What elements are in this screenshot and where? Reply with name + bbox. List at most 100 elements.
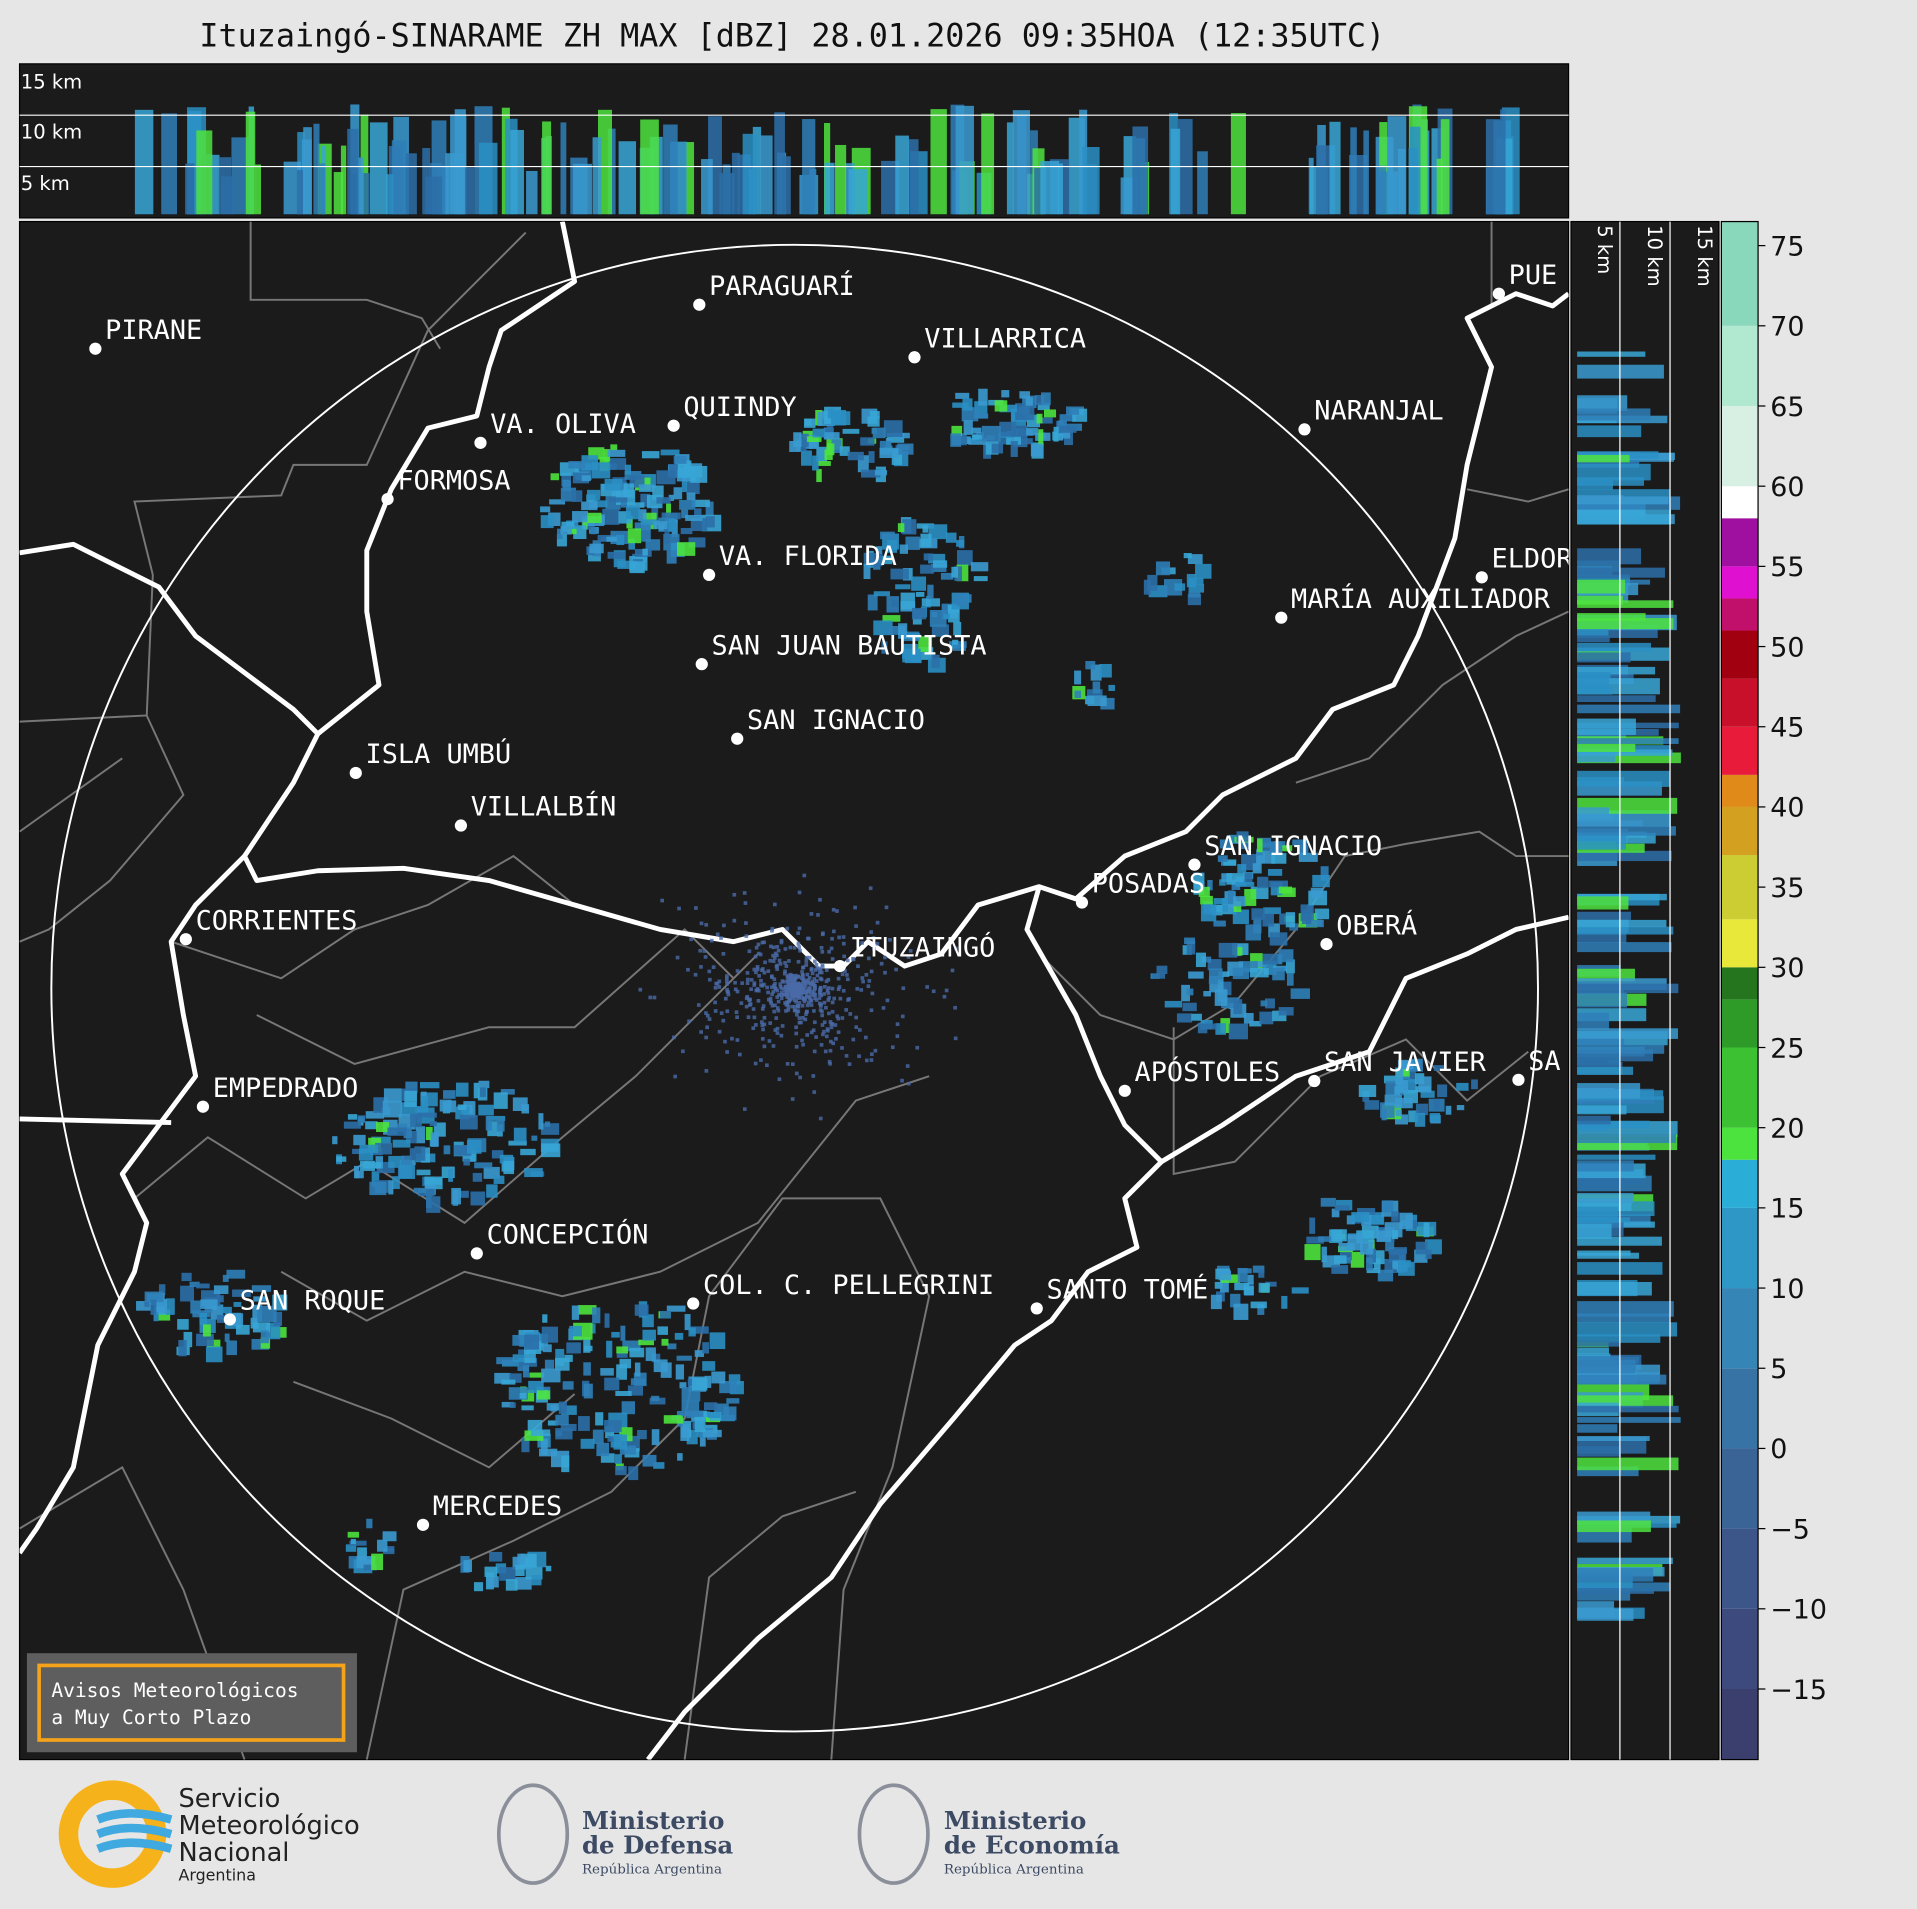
echo-cell bbox=[872, 427, 886, 439]
clutter bbox=[836, 1016, 841, 1021]
echo-cell bbox=[1221, 997, 1240, 1009]
clutter bbox=[835, 1014, 840, 1019]
echo-cell bbox=[1360, 1242, 1374, 1255]
echo-cell bbox=[688, 1327, 696, 1337]
clutter bbox=[812, 991, 816, 995]
clutter bbox=[717, 985, 722, 989]
echo-cell bbox=[500, 1089, 515, 1095]
profile-echo bbox=[303, 127, 312, 215]
clutter bbox=[785, 926, 790, 931]
echo-cell bbox=[1249, 968, 1269, 978]
echo-cell bbox=[371, 1136, 391, 1145]
echo-cell bbox=[816, 446, 828, 462]
clutter bbox=[776, 999, 781, 1004]
echo-cell bbox=[883, 420, 903, 438]
echo-cell bbox=[685, 515, 703, 521]
clutter bbox=[776, 948, 781, 953]
profile-echo bbox=[1577, 672, 1611, 679]
echo-cell bbox=[421, 1147, 431, 1163]
clutter bbox=[820, 1013, 825, 1018]
profile-echo bbox=[134, 109, 154, 215]
clutter bbox=[831, 907, 836, 912]
profile-echo bbox=[592, 137, 602, 215]
colorbar-tick-label: 60 bbox=[1770, 472, 1804, 503]
clutter bbox=[860, 941, 864, 945]
echo-cell bbox=[891, 600, 898, 607]
echo-cell bbox=[640, 524, 651, 542]
echo-cell bbox=[1015, 403, 1035, 421]
economia-logo: Ministerio de Economía República Argenti… bbox=[857, 1783, 1120, 1885]
echo-cell bbox=[1304, 1244, 1321, 1261]
echo-cell bbox=[154, 1298, 168, 1313]
clutter bbox=[745, 981, 750, 986]
profile-echo bbox=[1577, 1206, 1619, 1223]
city-label: ELDOR bbox=[1492, 544, 1574, 575]
echo-cell bbox=[1226, 873, 1244, 885]
echo-cell bbox=[1346, 1215, 1355, 1225]
echo-cell bbox=[1187, 554, 1203, 565]
colorbar-band bbox=[1721, 598, 1759, 631]
city-label: SAN JAVIER bbox=[1324, 1047, 1487, 1078]
clutter bbox=[797, 995, 802, 999]
profile-echo bbox=[1230, 113, 1246, 215]
warning-box[interactable] bbox=[26, 1653, 357, 1753]
clutter bbox=[788, 986, 792, 991]
echo-cell bbox=[873, 591, 891, 597]
clutter bbox=[796, 1004, 800, 1008]
clutter bbox=[784, 987, 789, 992]
city-label: VILLARRICA bbox=[924, 323, 1086, 354]
echo-cell bbox=[1176, 1013, 1193, 1023]
echo-cell bbox=[519, 1392, 527, 1399]
echo-cell bbox=[484, 1566, 498, 1577]
echo-cell bbox=[190, 1300, 201, 1314]
clutter bbox=[796, 959, 801, 964]
profile-echo bbox=[1577, 1417, 1681, 1423]
profile-echo bbox=[1577, 1446, 1621, 1457]
echo-cell bbox=[863, 552, 883, 567]
clutter bbox=[800, 983, 804, 988]
echo-cell bbox=[1152, 973, 1166, 979]
echo-cell bbox=[1164, 579, 1183, 596]
profile-echo bbox=[881, 160, 900, 215]
echo-cell bbox=[1053, 426, 1059, 442]
echo-cell bbox=[582, 519, 588, 530]
clutter bbox=[770, 1003, 775, 1008]
city-label: COL. C. PELLEGRINI bbox=[703, 1270, 994, 1301]
profile-echo bbox=[1132, 126, 1149, 215]
clutter bbox=[724, 976, 729, 981]
echo-cell bbox=[1147, 574, 1158, 591]
echo-cell bbox=[1181, 984, 1190, 1002]
city-dot bbox=[1308, 1074, 1321, 1088]
echo-cell bbox=[719, 1381, 737, 1394]
profile-echo bbox=[360, 114, 369, 215]
echo-cell bbox=[557, 528, 563, 539]
profile-echo bbox=[1577, 992, 1628, 1008]
city-label: MARÍA AUXILIADOR bbox=[1291, 583, 1551, 615]
echo-cell bbox=[345, 1544, 357, 1552]
clutter bbox=[803, 1017, 808, 1022]
clutter bbox=[744, 1004, 749, 1009]
echo-cell bbox=[521, 1437, 530, 1453]
clutter bbox=[751, 1026, 756, 1031]
clutter bbox=[840, 1016, 845, 1020]
echo-cell bbox=[951, 566, 959, 578]
map: PIRANE PARAGUARÍ VILLARRICA VA. OLIVA QUIIND… bbox=[19, 221, 1574, 1760]
clutter bbox=[812, 1090, 817, 1094]
logo-text: República Argentina bbox=[582, 1862, 722, 1877]
echo-cell bbox=[681, 476, 688, 493]
echo-cell bbox=[709, 1332, 726, 1350]
clutter bbox=[779, 992, 784, 997]
clutter bbox=[773, 1028, 778, 1032]
echo-cell bbox=[375, 1142, 392, 1155]
echo-cell bbox=[667, 1343, 677, 1350]
echo-cell bbox=[803, 418, 816, 428]
city-dot bbox=[693, 298, 706, 311]
city-dot bbox=[474, 436, 487, 449]
clutter bbox=[792, 987, 797, 992]
echo-cell bbox=[509, 1402, 516, 1408]
clutter bbox=[847, 1062, 852, 1066]
clutter bbox=[822, 992, 826, 996]
clutter bbox=[797, 926, 802, 931]
logo-text: Servicio bbox=[178, 1784, 280, 1814]
echo-cell bbox=[1366, 1268, 1381, 1274]
